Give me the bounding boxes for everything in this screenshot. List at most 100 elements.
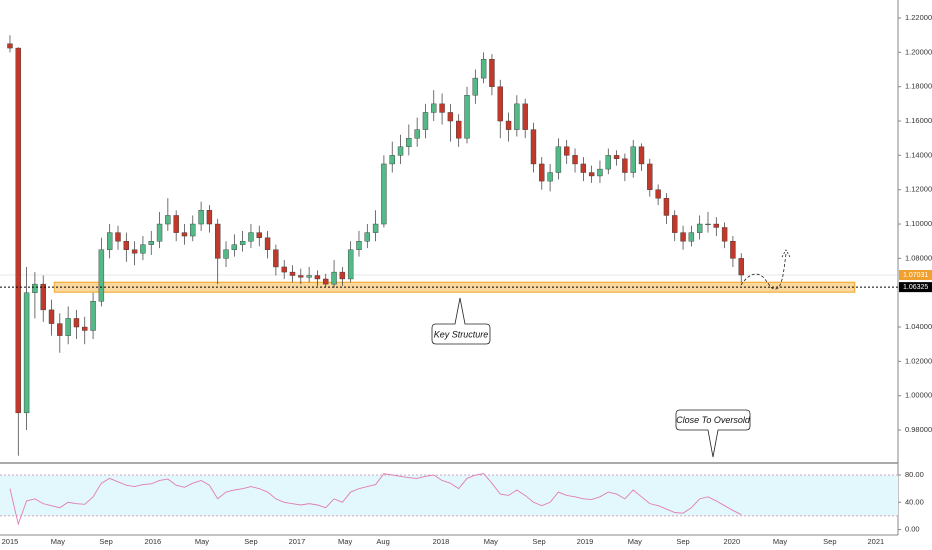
indicator-band [0, 475, 898, 516]
indicator-tick-label: 0.00 [905, 525, 920, 534]
y-tick-label: 1.22000 [905, 13, 932, 22]
panels [0, 0, 899, 536]
y-tick-label: 1.18000 [905, 82, 932, 91]
candle-body [480, 59, 487, 79]
x-tick-label: May [338, 537, 352, 546]
price-tag-label: 1.06325 [903, 284, 928, 291]
indicator-tick-label: 40.00 [905, 497, 924, 506]
candle-body [148, 240, 154, 245]
candle-body [231, 244, 238, 250]
key-zone [53, 281, 856, 293]
y-tick-label: 1.10000 [905, 219, 932, 228]
x-tick-label: May [51, 537, 65, 546]
candle-body [663, 198, 670, 216]
callout-box [675, 409, 751, 458]
price-tag-box [899, 270, 932, 281]
y-tick-label: 1.08000 [905, 253, 932, 262]
x-tick-label: Sep [99, 537, 112, 546]
candle-body [705, 223, 711, 226]
x-tick-label: Sep [244, 537, 257, 546]
candle-body [98, 249, 105, 302]
candle-body [106, 232, 113, 250]
candle-body [15, 47, 21, 414]
annotation-text: Close To Oversold [676, 415, 751, 425]
x-tick-label: Aug [376, 537, 389, 546]
x-tick-label: 2021 [867, 537, 884, 546]
candle-body [597, 168, 603, 177]
zone-layer [0, 274, 898, 293]
candle-body [173, 215, 179, 233]
candle-body [73, 318, 80, 328]
callout-key-structure: Key Structure [431, 297, 491, 345]
price-tag-label: 1.07031 [903, 272, 928, 279]
candle-body [447, 112, 454, 122]
x-tick-label: 2017 [289, 537, 306, 546]
candle-body [314, 275, 321, 280]
price-tag-box [899, 282, 932, 293]
candle-body [647, 163, 653, 190]
indicator-tick-label: 80.00 [905, 470, 924, 479]
candle-body [406, 137, 412, 147]
candle-body [239, 240, 246, 245]
candle-body [730, 240, 736, 259]
candle-body [738, 258, 744, 276]
x-tick-label: May [628, 537, 642, 546]
candle-body [588, 172, 595, 177]
candle-body [497, 86, 503, 122]
x-tick-label: May [195, 537, 209, 546]
candle-body [688, 232, 695, 242]
y-tick-label: 1.02000 [905, 356, 932, 365]
candle-body [23, 292, 30, 414]
candle-body [190, 223, 196, 237]
candle-body [431, 103, 437, 113]
candle-body [306, 275, 312, 278]
candle-body [655, 189, 661, 199]
candle-body [397, 146, 404, 156]
candle-body [489, 59, 495, 87]
candle-body [472, 77, 479, 96]
candle-body [347, 249, 354, 280]
candle-body [522, 103, 528, 130]
y-tick-label: 1.14000 [905, 150, 932, 159]
candle-body [555, 146, 562, 173]
candle-body [721, 227, 728, 242]
y-tick-label: 1.16000 [905, 116, 932, 125]
candle-body [372, 223, 379, 233]
candle-body [381, 163, 387, 225]
candle-body [273, 249, 279, 268]
x-tick-label: May [484, 537, 498, 546]
candle-body [414, 129, 420, 139]
candle-body [439, 103, 445, 113]
x-tick-label: 2019 [577, 537, 594, 546]
candle-body [539, 163, 545, 182]
projection-path [740, 253, 787, 290]
candle-body [90, 301, 96, 331]
candle-body [140, 244, 146, 254]
callout-oversold: Close To Oversold [675, 409, 751, 458]
candle-body [281, 266, 287, 273]
candle-body [505, 120, 512, 130]
candle-body [672, 215, 678, 233]
candle-body [264, 237, 271, 250]
candle-body [680, 232, 686, 242]
candle-body [256, 232, 262, 238]
candle-body [123, 240, 130, 250]
candle-body [713, 223, 719, 228]
x-tick-label: Sep [823, 537, 836, 546]
candle-body [422, 112, 429, 130]
candle-body [115, 232, 121, 242]
price-tags: 1.07031 1.06325 [0, 270, 932, 293]
x-tick-label: 2015 [2, 537, 19, 546]
candle-body [638, 146, 645, 165]
candle-body [248, 232, 254, 242]
candle-body [223, 249, 229, 259]
candle-body [289, 271, 296, 276]
candle-body [696, 223, 703, 233]
candle-body [331, 271, 337, 285]
candle-body [389, 155, 395, 165]
candle-body [622, 158, 628, 173]
axes: 1.22000 1.20000 1.18000 1.16000 1.14000 1.120… [2, 13, 932, 546]
candle-body [630, 146, 636, 173]
candle-body [65, 318, 71, 336]
